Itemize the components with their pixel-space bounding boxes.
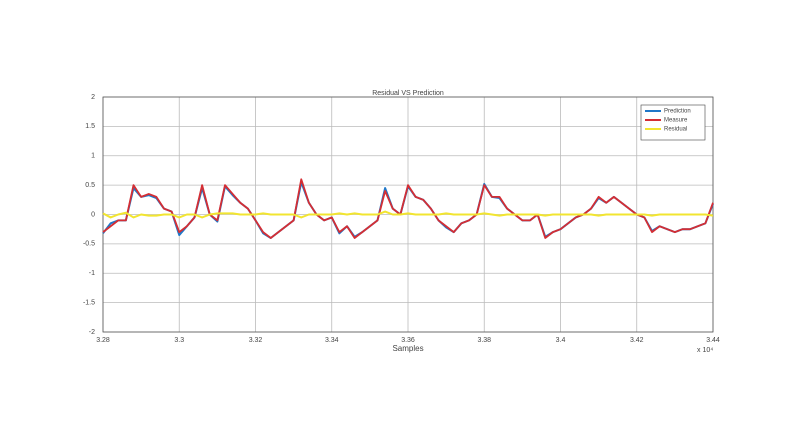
x-tick-label: 3.44 [706, 337, 720, 344]
plot-frame [102, 96, 714, 333]
legend-label: Residual [664, 127, 687, 133]
y-tick-label: 1 [91, 153, 95, 160]
y-tick-label: -2 [89, 329, 95, 336]
x-tick-label: 3.3 [174, 337, 184, 344]
x-tick-label: 3.42 [630, 337, 644, 344]
legend-label: Prediction [664, 109, 691, 115]
x-axis-label: Samples [392, 344, 423, 353]
x-tick-label: 3.28 [96, 337, 110, 344]
y-tick-label: 0 [91, 211, 95, 218]
y-tick-label: 2 [91, 94, 95, 101]
data-line [102, 210, 714, 219]
data-line [102, 178, 714, 239]
y-tick-label: -1.5 [83, 299, 95, 306]
y-tick-label: -0.5 [83, 241, 95, 248]
y-tick-label: -1 [89, 270, 95, 277]
legend-label: Measure [664, 118, 688, 124]
legend-box [640, 104, 706, 141]
x-tick-label: 3.36 [401, 337, 415, 344]
y-tick-label: 0.5 [85, 182, 95, 189]
x-tick-label: 3.34 [325, 337, 339, 344]
x-multiplier: x 10⁴ [697, 347, 713, 354]
y-tick-label: 1.5 [85, 123, 95, 130]
x-tick-label: 3.4 [556, 337, 566, 344]
x-tick-label: 3.38 [477, 337, 491, 344]
chart-title: Residual VS Prediction [372, 90, 444, 97]
x-tick-label: 3.32 [249, 337, 263, 344]
